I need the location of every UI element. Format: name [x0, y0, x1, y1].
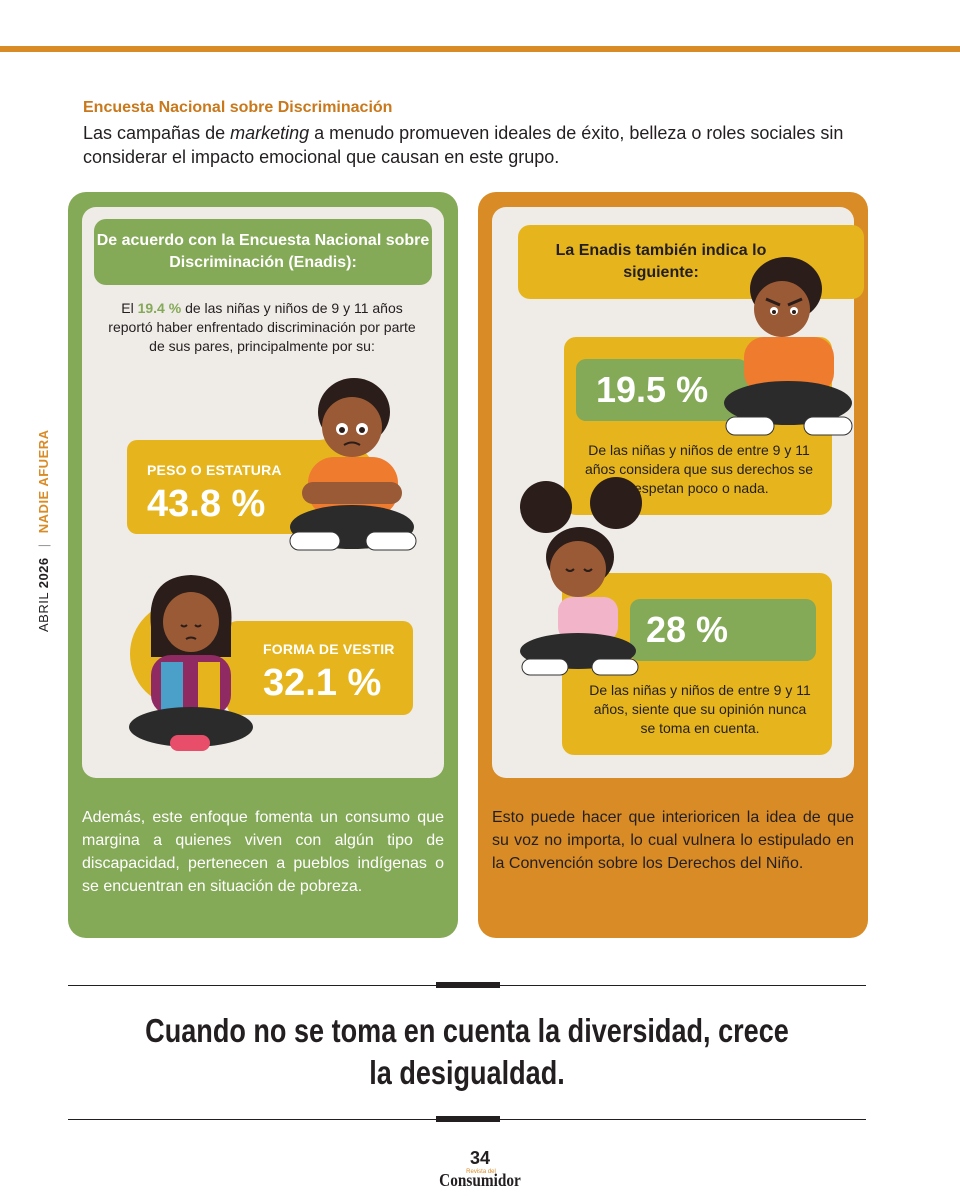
stat-vestir-value: 32.1 % — [263, 662, 382, 704]
left-panel-inner: De acuerdo con la Encuesta Nacional sobr… — [82, 207, 444, 778]
intro-kicker: Encuesta Nacional sobre Discriminación — [83, 99, 393, 116]
intro-text-em: marketing — [230, 123, 310, 143]
top-accent-rule — [0, 46, 960, 52]
side-year: 2026 — [36, 557, 51, 589]
quote-bottom-tab — [436, 1116, 500, 1122]
stat-forma-vestir: FORMA DE VESTIR 32.1 % — [227, 621, 413, 715]
stat-derechos-card: 19.5 % De las niñas y niños de entre 9 y… — [564, 337, 832, 515]
sad-girl-illustration — [129, 575, 253, 751]
left-panel-footer: Además, este enfoque fomenta un consumo … — [82, 809, 444, 895]
quote-top-tab — [436, 982, 500, 988]
stat-peso-label: PESO O ESTATURA — [147, 462, 282, 478]
intro-text-pre: Las campañas de — [83, 123, 231, 143]
right-panel: La Enadis también indica lo siguiente: 1… — [478, 192, 868, 938]
brand-kicker: Revista del — [466, 1169, 496, 1175]
stat-derechos-desc: De las niñas y niños de entre 9 y 11 año… — [584, 442, 814, 496]
right-panel-footer: Esto puede hacer que interioricen la ide… — [492, 809, 854, 872]
left-panel-header: De acuerdo con la Encuesta Nacional sobr… — [94, 219, 432, 285]
stat-opinion-value: 28 % — [630, 599, 816, 661]
side-month: ABRIL — [36, 592, 51, 632]
sad-boy-illustration — [289, 378, 417, 551]
intro-text: Las campañas de marketing a menudo promu… — [83, 121, 883, 169]
side-running-head: ABRIL 2026 | NADIE AFUERA — [36, 429, 51, 632]
page-number: 34 — [469, 1148, 491, 1168]
left-panel-description: El 19.4 % de las niñas y niños de 9 y 11… — [102, 299, 422, 356]
side-section: NADIE AFUERA — [36, 429, 51, 534]
desc-pre: El — [121, 300, 138, 316]
side-separator: | — [36, 543, 51, 548]
desc-highlight: 19.4 % — [137, 300, 182, 316]
angry-boy-illustration — [724, 257, 853, 436]
stat-derechos-value: 19.5 % — [576, 359, 748, 421]
right-panel-header: La Enadis también indica lo siguiente: — [518, 225, 864, 299]
desc-post: de las niñas y niños de 9 y 11 años repo… — [108, 300, 416, 354]
stat-peso-estatura: PESO O ESTATURA 43.8 % — [127, 440, 331, 534]
sad-girl-puffs-illustration — [520, 477, 642, 676]
brand-logo: Consumidor — [439, 1170, 521, 1190]
stat-peso-value: 43.8 % — [147, 483, 266, 525]
intro-text-post: a menudo promueven ideales de éxito, bel… — [83, 123, 844, 167]
right-panel-inner: La Enadis también indica lo siguiente: 1… — [492, 207, 864, 778]
stat-vestir-label: FORMA DE VESTIR — [263, 641, 395, 657]
pull-quote: Cuando no se toma en cuenta la diversida… — [145, 1012, 789, 1091]
left-panel: De acuerdo con la Encuesta Nacional sobr… — [68, 192, 458, 938]
stat-opinion-desc: De las niñas y niños de entre 9 y 11 año… — [589, 682, 811, 736]
